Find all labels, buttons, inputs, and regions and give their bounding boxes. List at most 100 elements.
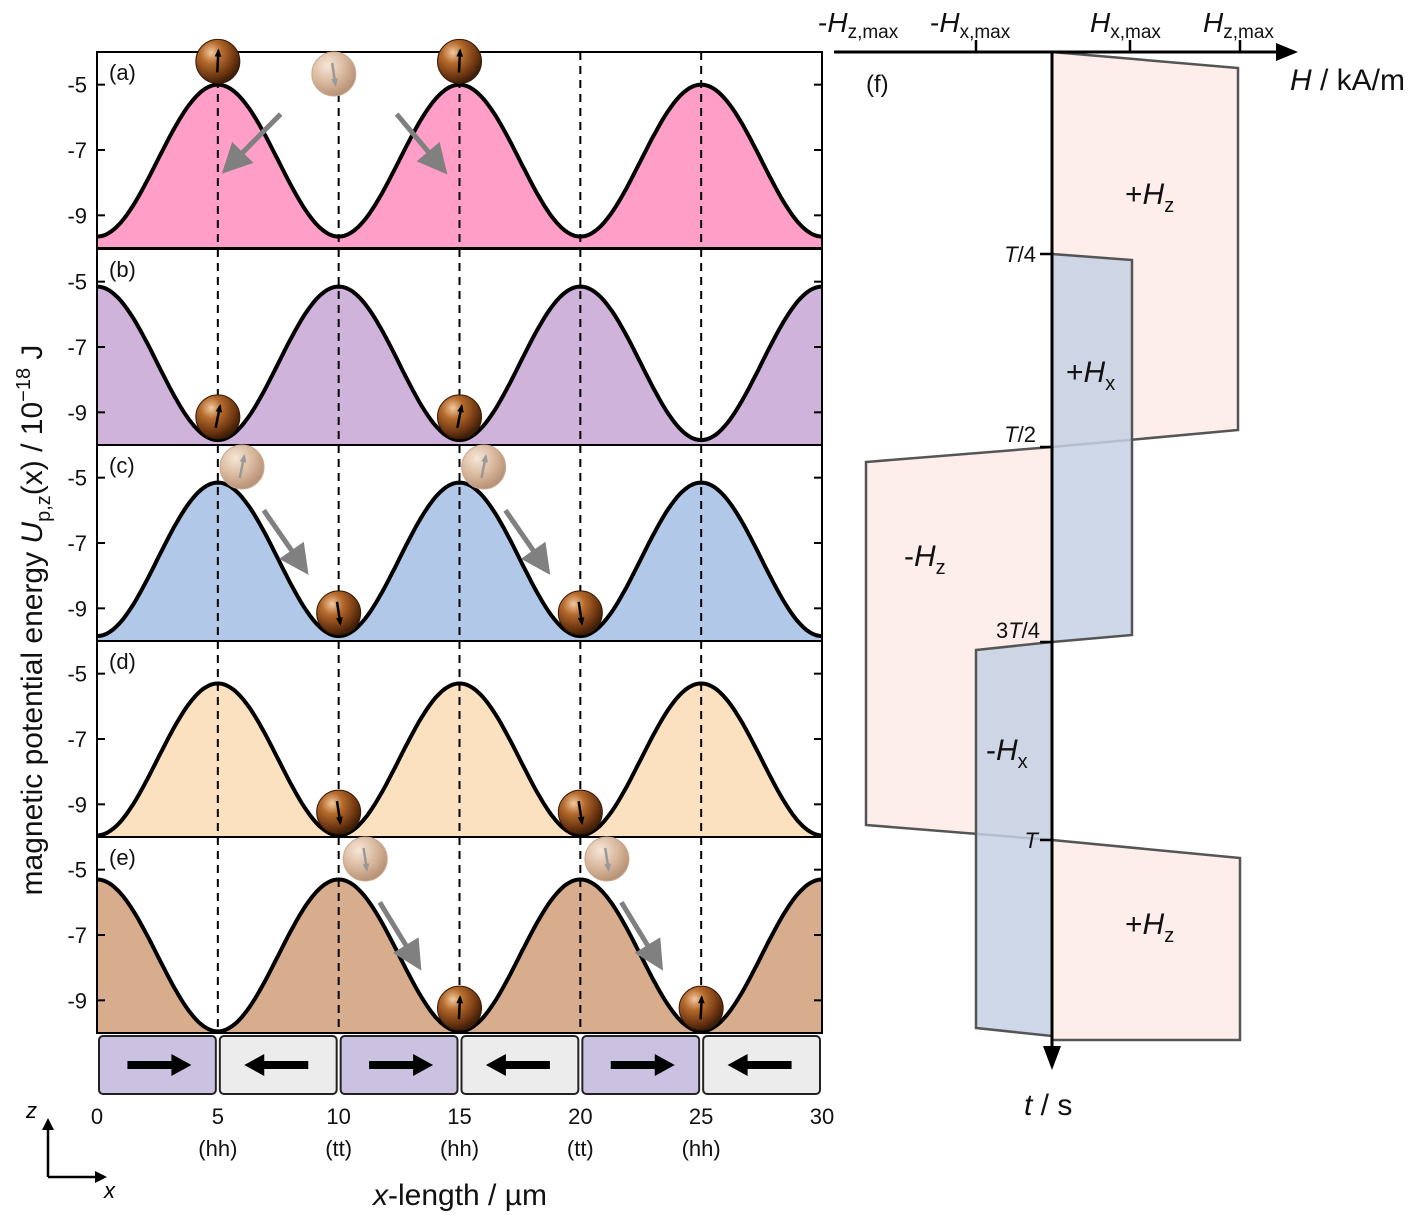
particle [316,789,362,835]
y-tick-label: -5 [67,662,87,687]
spin-arrow-head [457,403,464,413]
spin-arrow-head [331,78,338,87]
particle [437,38,482,84]
potential-panels: -5 -7 -9 (a) -5 -7 -9 (b) -5 -7 -9 (c) -5 -7 -9 (d) -5 -7… [67,38,823,1034]
particle [678,985,724,1031]
panel-b: -5 -7 -9 (b) [67,248,823,446]
potential-curve [96,681,823,838]
ghost-particle [342,836,388,882]
coordinate-axes-icon: z x [25,1098,116,1203]
t-tick-three-quarter: 3T/4 [996,618,1040,643]
y-tick-label: -9 [67,988,87,1013]
y-tick-label: -5 [67,858,87,883]
ghost-particle [461,444,507,490]
y-tick-label: -7 [67,923,87,948]
magnetization-arrow-head [727,1054,748,1076]
y-tick-label: -9 [67,400,87,425]
x-tick-label: 20 [568,1104,592,1129]
spin-arrow-head [456,48,464,57]
potential-fill [97,879,822,1033]
panel-label: (e) [109,845,136,870]
panel-label: (d) [109,649,136,674]
spin-arrow-head [214,48,222,57]
t-tick-half: T/2 [1004,422,1036,447]
magnetization-arrow-head [413,1054,434,1076]
domain-left [702,1035,822,1095]
panel-label: (b) [109,257,136,282]
wall-type-label: (tt) [567,1136,594,1161]
x-tick-label: 10 [326,1104,350,1129]
potential-curve [96,877,823,1034]
x-tick-label: 25 [689,1104,713,1129]
spin-arrow-head [698,995,705,1004]
magnetization-arrow-head [171,1054,192,1076]
domain-right [339,1035,459,1095]
z-axis-letter: z [25,1098,37,1123]
x-tick-label: 0 [91,1104,103,1129]
h-tick-neg-hxmax: -Hx,max [930,7,1011,43]
magnetization-arrow-head [654,1054,675,1076]
region-label-plus-hz-2: +Hz [1125,908,1174,947]
spin-arrow-head [604,863,611,872]
x-axis-title: x-length / µm [371,1179,547,1212]
particle [195,394,241,440]
h-axis-title: H / kA/m [1290,64,1405,97]
y-tick-label: -9 [67,203,87,228]
y-tick-label: -7 [67,531,87,556]
spin-arrow-head [481,454,488,463]
panel-label: (a) [109,60,136,85]
magnetization-arrow [745,1061,792,1069]
spin-arrow-head [215,403,223,413]
field-sequence-panel: -Hz,max -Hx,max Hx,max Hz,max H / kA/m t… [818,7,1405,1122]
region-plus-hx [1050,252,1134,644]
region-label-plus-hz-1: +Hz [1125,178,1174,217]
domain-left [218,1035,338,1095]
panel-e: -5 -7 -9 (e) [67,836,823,1034]
t-tick-full: T [1025,828,1040,853]
potential-curve [96,82,823,239]
domain-right [98,1035,217,1095]
particle [316,590,362,636]
particle [195,38,241,84]
particle [437,985,482,1031]
y-tick-label: -7 [67,335,87,360]
magnetization-arrow [127,1061,174,1069]
h-tick-pos-hxmax: Hx,max [1090,7,1161,43]
wall-type-label: (hh) [682,1136,721,1161]
spin-arrow-head [336,816,343,826]
wall-type-label: (hh) [198,1136,237,1161]
x-tick-label: 30 [810,1104,834,1129]
motion-arrow [261,508,309,575]
spin-arrow-head [362,863,370,872]
y-tick-label: -7 [67,727,87,752]
motion-arrow [221,112,283,174]
region-label-plus-hx: +Hx [1066,356,1115,395]
magnetic-domains [98,1035,822,1095]
particle [437,394,482,440]
h-tick-neg-hzmax: -Hz,max [818,7,899,43]
x-axis-letter: x [103,1178,116,1203]
panel-d: -5 -7 -9 (d) [67,640,823,838]
y-tick-label: -9 [67,596,87,621]
panel-label: (c) [109,453,135,478]
ghost-particle [219,444,265,490]
wall-type-label: (tt) [325,1136,352,1161]
region-label-minus-hz: -Hz [904,540,946,579]
spin-arrow-head [239,454,247,463]
ghost-particle [311,51,357,97]
x-tick-label: 15 [447,1104,471,1129]
panel-f-label: (f) [866,71,889,98]
motion-arrow [503,508,551,575]
potential-fill [97,286,822,445]
y-axis-title: magnetic potential energy Up,z(x) / 10−1… [13,345,55,896]
panel-c: -5 -7 -9 (c) [67,444,823,642]
particle [557,590,603,636]
spin-arrow-head [577,816,585,826]
wall-type-label: (hh) [440,1136,479,1161]
x-axis-ticks: 0 5 10 15 20 25 30 (hh) (tt) (hh) (tt) (hh) [91,1104,834,1161]
domain-left [460,1035,580,1095]
magnetization-arrow [503,1061,550,1069]
motion-arrow [619,901,664,971]
magnetization-arrow [262,1061,309,1069]
y-tick-label: -7 [67,138,87,163]
